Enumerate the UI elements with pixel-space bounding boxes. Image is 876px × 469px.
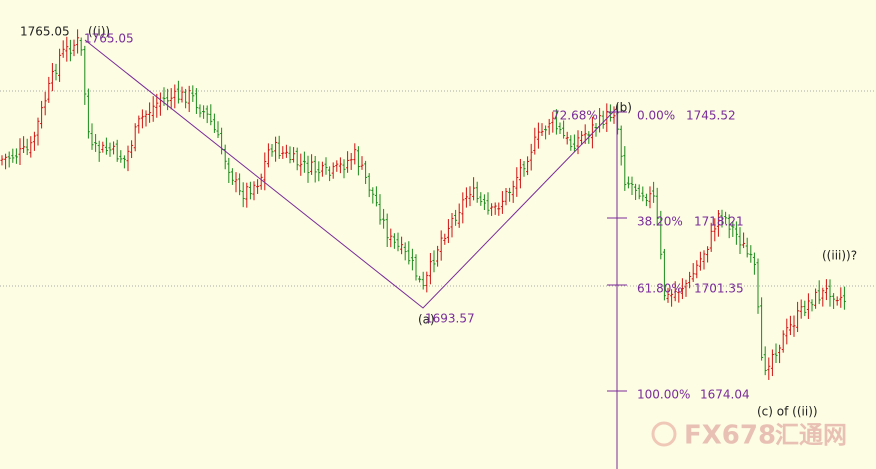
label: ((i)): [88, 25, 110, 39]
watermark: FX678: [684, 421, 776, 451]
label: 1765.05: [20, 25, 70, 39]
fib-pct: 0.00%: [637, 109, 675, 123]
logo: [651, 421, 677, 447]
fib-price: 1674.04: [700, 388, 750, 402]
watermark: 汇通网: [775, 421, 847, 449]
fib-price: 1745.52: [686, 109, 736, 123]
label: 1765.05: [84, 32, 134, 46]
fib-levels: 0.00% 1745.52 38.20% 1718.21 61.80% 1701.35 10…: [607, 109, 750, 402]
wave-line: [84, 39, 618, 309]
label: (a): [418, 313, 435, 327]
label: 72.68%: [552, 109, 598, 123]
fib-price: 1718.21: [694, 215, 744, 229]
label: (c) of ((ii)): [757, 405, 818, 419]
fib-price: 1701.35: [694, 282, 744, 296]
label: 1693.57: [425, 312, 475, 326]
fib-pct: 100.00%: [637, 388, 690, 402]
label: (b): [615, 101, 632, 115]
label: ((iii))?: [822, 249, 857, 263]
fib-pct: 38.20%: [637, 215, 683, 229]
fib-pct: 61.80%: [637, 282, 683, 296]
